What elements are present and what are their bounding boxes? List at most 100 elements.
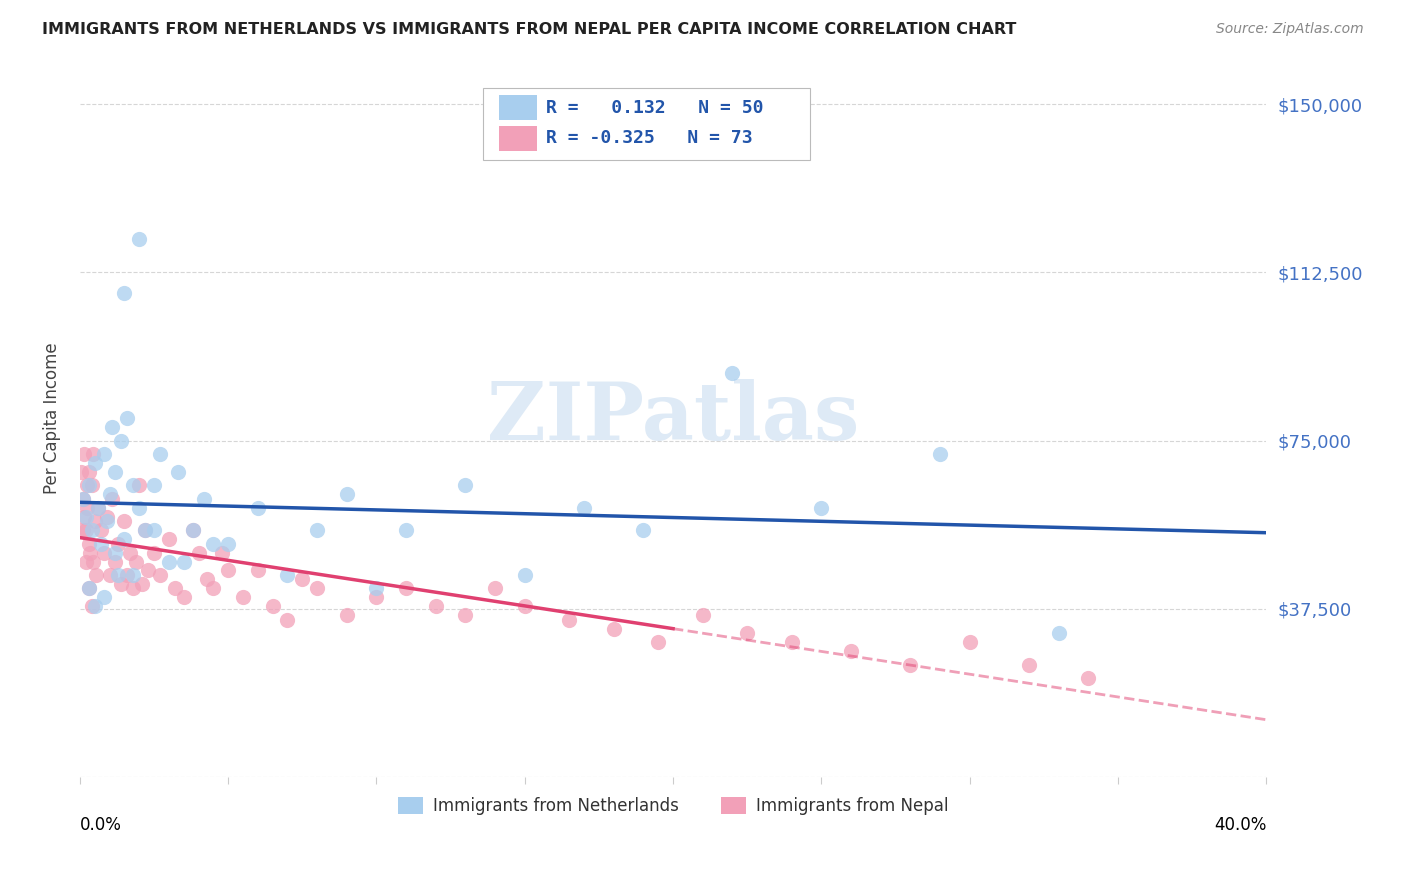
Point [134, 523, 156, 537]
Point [157, 532, 180, 546]
Point [125, 555, 148, 569]
Point [107, 568, 129, 582]
Point [80, 478, 103, 492]
Point [307, 523, 329, 537]
Point [76, 500, 98, 515]
Point [262, 599, 284, 614]
Point [79, 545, 101, 559]
Point [79, 465, 101, 479]
Point [810, 500, 832, 515]
Point [128, 500, 150, 515]
Point [143, 478, 166, 492]
Point [82, 555, 104, 569]
Legend: Immigrants from Netherlands, Immigrants from Nepal: Immigrants from Netherlands, Immigrants … [391, 790, 955, 822]
Point [117, 411, 139, 425]
Point [484, 582, 506, 596]
Point [513, 599, 536, 614]
Point [217, 564, 239, 578]
Point [929, 447, 952, 461]
Point [572, 500, 595, 515]
Point [454, 478, 477, 492]
Point [80, 599, 103, 614]
Point [73, 509, 96, 524]
Point [647, 635, 669, 649]
Text: IMMIGRANTS FROM NETHERLANDS VS IMMIGRANTS FROM NEPAL PER CAPITA INCOME CORRELATI: IMMIGRANTS FROM NETHERLANDS VS IMMIGRANT… [42, 22, 1017, 37]
Point [173, 555, 195, 569]
Point [336, 487, 359, 501]
Point [112, 514, 135, 528]
Point [96, 514, 118, 528]
Point [90, 536, 112, 550]
Point [721, 366, 744, 380]
Point [75, 555, 97, 569]
Point [246, 564, 269, 578]
Point [157, 555, 180, 569]
Point [83, 514, 105, 528]
Point [366, 591, 388, 605]
Point [136, 564, 159, 578]
Point [112, 285, 135, 300]
Point [173, 591, 195, 605]
Point [780, 635, 803, 649]
Point [558, 613, 581, 627]
Point [96, 509, 118, 524]
Point [98, 568, 121, 582]
Point [959, 635, 981, 649]
Point [104, 545, 127, 559]
Point [101, 420, 124, 434]
Point [90, 523, 112, 537]
Point [76, 478, 98, 492]
Point [77, 536, 100, 550]
Point [93, 447, 115, 461]
Point [122, 478, 145, 492]
Point [77, 582, 100, 596]
Point [104, 465, 127, 479]
Point [735, 626, 758, 640]
Point [110, 434, 132, 448]
Point [307, 582, 329, 596]
Point [839, 644, 862, 658]
Point [513, 568, 536, 582]
Point [898, 657, 921, 672]
Text: 40.0%: 40.0% [1213, 816, 1267, 834]
Point [117, 568, 139, 582]
FancyBboxPatch shape [484, 88, 810, 160]
Point [98, 487, 121, 501]
Point [83, 456, 105, 470]
Point [163, 582, 186, 596]
Point [112, 532, 135, 546]
Point [110, 577, 132, 591]
Point [143, 523, 166, 537]
Point [232, 591, 254, 605]
Point [181, 523, 204, 537]
Text: Source: ZipAtlas.com: Source: ZipAtlas.com [1216, 22, 1364, 37]
Point [73, 447, 96, 461]
Point [86, 500, 108, 515]
Point [246, 500, 269, 515]
Point [128, 478, 150, 492]
Point [633, 523, 655, 537]
Text: 0.0%: 0.0% [80, 816, 122, 834]
Point [82, 447, 104, 461]
Point [276, 613, 298, 627]
Point [80, 523, 103, 537]
Point [83, 599, 105, 614]
Text: R =   0.132   N = 50: R = 0.132 N = 50 [546, 99, 763, 117]
Point [120, 545, 142, 559]
Point [101, 491, 124, 506]
Point [128, 232, 150, 246]
Point [93, 545, 115, 559]
Point [77, 582, 100, 596]
Point [75, 509, 97, 524]
Point [1018, 657, 1040, 672]
Point [149, 568, 172, 582]
Point [291, 573, 314, 587]
Point [395, 523, 418, 537]
Point [202, 582, 225, 596]
Point [72, 491, 94, 506]
Point [425, 599, 447, 614]
Point [276, 568, 298, 582]
Point [84, 568, 107, 582]
Point [131, 577, 153, 591]
Point [75, 523, 97, 537]
